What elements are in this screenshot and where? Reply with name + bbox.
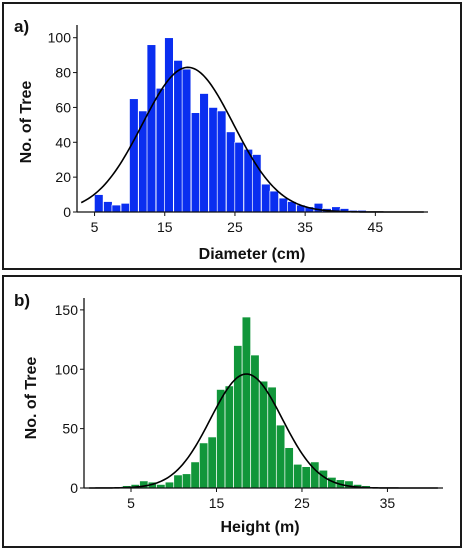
a-bar-1 <box>103 201 113 213</box>
b-y-tick-label: 0 <box>70 480 78 496</box>
a-bar-20 <box>269 190 279 213</box>
b-y-tick-label: 50 <box>62 421 78 437</box>
a-x-tick-label: 15 <box>157 219 173 235</box>
b-bar-5 <box>164 481 175 489</box>
b-bar-13 <box>233 345 243 489</box>
b-bar-17 <box>267 386 277 489</box>
a-bar-5 <box>138 110 148 213</box>
panel-a-x-ticks: 5 15 25 35 45 <box>91 212 384 235</box>
b-y-tick-label: 100 <box>55 361 79 377</box>
a-bar-12 <box>199 93 209 213</box>
a-bar-0 <box>94 194 104 213</box>
a-bar-13 <box>208 107 218 213</box>
a-bar-9 <box>173 60 183 213</box>
a-bar-7 <box>155 87 166 213</box>
a-bar-2 <box>111 204 122 213</box>
a-bar-4 <box>129 98 139 213</box>
b-bar-6 <box>173 474 183 489</box>
panel-b-y-axis-title: No. of Tree <box>23 357 40 440</box>
b-bar-8 <box>190 461 200 489</box>
a-bar-11 <box>190 112 201 213</box>
b-bar-9 <box>199 442 209 489</box>
a-bar-8 <box>164 37 174 213</box>
panel-a-x-axis-title: Diameter (cm) <box>199 246 306 263</box>
a-bar-10 <box>181 68 192 213</box>
a-y-tick-label: 0 <box>63 204 71 220</box>
panel-b-frame <box>2 275 462 548</box>
b-x-tick-label: 5 <box>127 495 135 511</box>
panel-a-y-axis-title: No. of Tree <box>18 81 35 164</box>
panel-b-label: b) <box>14 291 30 310</box>
b-bar-20 <box>293 463 303 489</box>
a-bar-16 <box>234 141 244 213</box>
b-x-tick-label: 25 <box>294 495 310 511</box>
panel-b-histogram: b) 5 15 25 35 0 50 100 150 Height (m) No. of T… <box>14 291 443 536</box>
b-bar-12 <box>224 385 234 489</box>
a-x-tick-label: 45 <box>368 219 384 235</box>
a-bar-14 <box>216 110 227 213</box>
b-bar-14 <box>241 316 252 489</box>
b-bar-19 <box>284 447 294 489</box>
a-y-tick-label: 20 <box>55 169 71 185</box>
a-x-tick-label: 5 <box>91 219 99 235</box>
b-bar-16 <box>258 380 269 489</box>
panel-a-y-ticks: 0 20 40 60 80 100 <box>48 30 77 220</box>
a-x-tick-label: 35 <box>297 219 313 235</box>
panel-a-label: a) <box>14 17 29 36</box>
a-bar-6 <box>146 44 157 213</box>
a-y-tick-label: 40 <box>55 134 71 150</box>
b-y-tick-label: 150 <box>55 302 79 318</box>
a-bar-15 <box>226 131 236 213</box>
a-x-tick-label: 25 <box>227 219 243 235</box>
a-bar-18 <box>251 154 262 213</box>
a-bar-19 <box>261 183 271 213</box>
a-y-tick-label: 100 <box>48 30 72 46</box>
a-y-tick-label: 60 <box>55 99 71 115</box>
panel-b-y-ticks: 0 50 100 150 <box>55 302 84 496</box>
panel-b-x-axis-title: Height (m) <box>220 519 299 536</box>
panel-a-bars <box>94 37 367 213</box>
b-bar-7 <box>181 473 192 489</box>
panel-a-frame <box>2 2 462 270</box>
b-x-tick-label: 15 <box>209 495 225 511</box>
panel-b-bars <box>122 316 380 489</box>
b-bar-21 <box>301 466 311 489</box>
b-bar-18 <box>275 424 286 489</box>
a-bar-3 <box>120 202 131 213</box>
a-bar-21 <box>278 197 289 213</box>
a-bar-17 <box>243 148 254 213</box>
a-y-tick-label: 80 <box>55 65 71 81</box>
b-x-tick-label: 35 <box>380 495 396 511</box>
b-bar-10 <box>207 436 217 489</box>
panel-b-x-ticks: 5 15 25 35 <box>127 488 395 511</box>
